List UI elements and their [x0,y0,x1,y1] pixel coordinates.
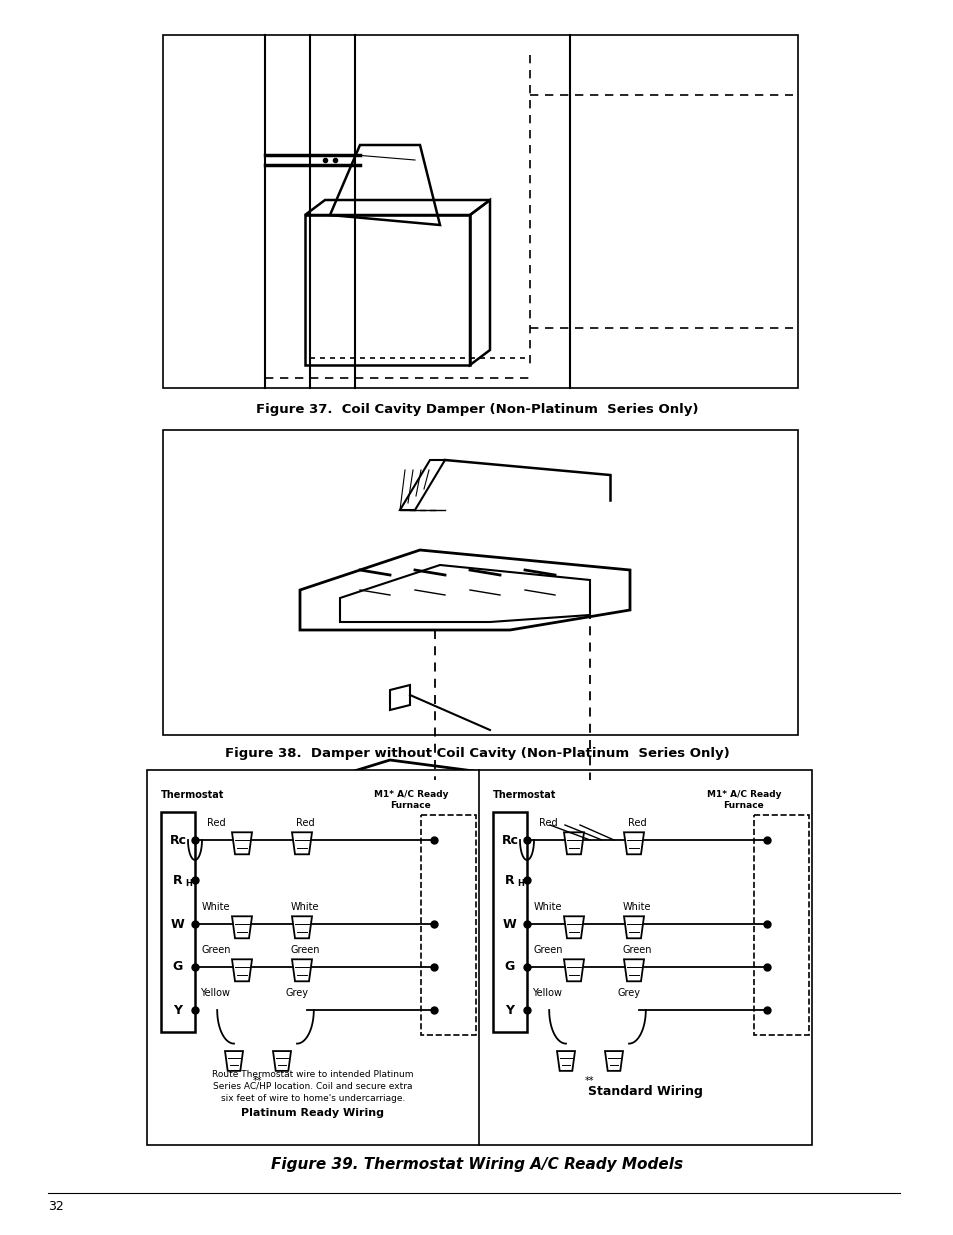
Text: Grey: Grey [617,988,639,998]
Text: Thermostat: Thermostat [161,790,224,800]
Bar [305,215,470,366]
Text: Green: Green [290,945,319,955]
Text: Y: Y [173,1004,182,1016]
Text: White: White [291,902,319,911]
Text: Red: Red [207,818,225,827]
Text: G: G [504,961,515,973]
Text: Y: Y [505,1004,514,1016]
Bar [147,769,811,1145]
Text: 32: 32 [48,1200,64,1213]
Text: W: W [171,918,185,930]
Text: Figure 37.  Coil Cavity Damper (Non-Platinum  Series Only): Figure 37. Coil Cavity Damper (Non-Plati… [255,403,698,416]
Text: White: White [622,902,651,911]
Text: R: R [173,873,183,887]
Text: **: ** [584,1076,594,1086]
Text: H: H [185,878,192,888]
Text: G: G [172,961,183,973]
Text: Red: Red [538,818,557,827]
Text: Figure 38.  Damper without Coil Cavity (Non-Platinum  Series Only): Figure 38. Damper without Coil Cavity (N… [224,747,729,760]
Text: Figure 39. Thermostat Wiring A/C Ready Models: Figure 39. Thermostat Wiring A/C Ready M… [271,1157,682,1172]
Text: M1* A/C Ready
Furnace: M1* A/C Ready Furnace [374,790,448,810]
Bar [753,815,808,1035]
Text: White: White [202,902,231,911]
Bar [420,815,476,1035]
Text: Thermostat: Thermostat [493,790,556,800]
Bar [163,430,797,735]
Text: Yellow: Yellow [532,988,561,998]
Bar [163,35,797,388]
Text: H: H [517,878,523,888]
Text: Platinum Ready Wiring: Platinum Ready Wiring [241,1108,384,1118]
Text: M1* A/C Ready
Furnace: M1* A/C Ready Furnace [706,790,781,810]
Bar [161,811,194,1032]
Text: Green: Green [621,945,651,955]
Text: White: White [534,902,562,911]
Text: R: R [505,873,515,887]
Text: Red: Red [295,818,314,827]
Text: Green: Green [533,945,562,955]
Text: Standard Wiring: Standard Wiring [587,1086,701,1098]
Text: Grey: Grey [285,988,308,998]
Text: Yellow: Yellow [200,988,230,998]
Text: Green: Green [201,945,231,955]
Text: W: W [502,918,517,930]
Text: Route Thermostat wire to intended Platinum
Series AC/HP location. Coil and secur: Route Thermostat wire to intended Platin… [212,1070,414,1103]
Text: **: ** [253,1076,262,1086]
Bar [493,811,526,1032]
Text: Rc: Rc [501,834,518,846]
Text: Rc: Rc [170,834,186,846]
Text: Red: Red [627,818,645,827]
